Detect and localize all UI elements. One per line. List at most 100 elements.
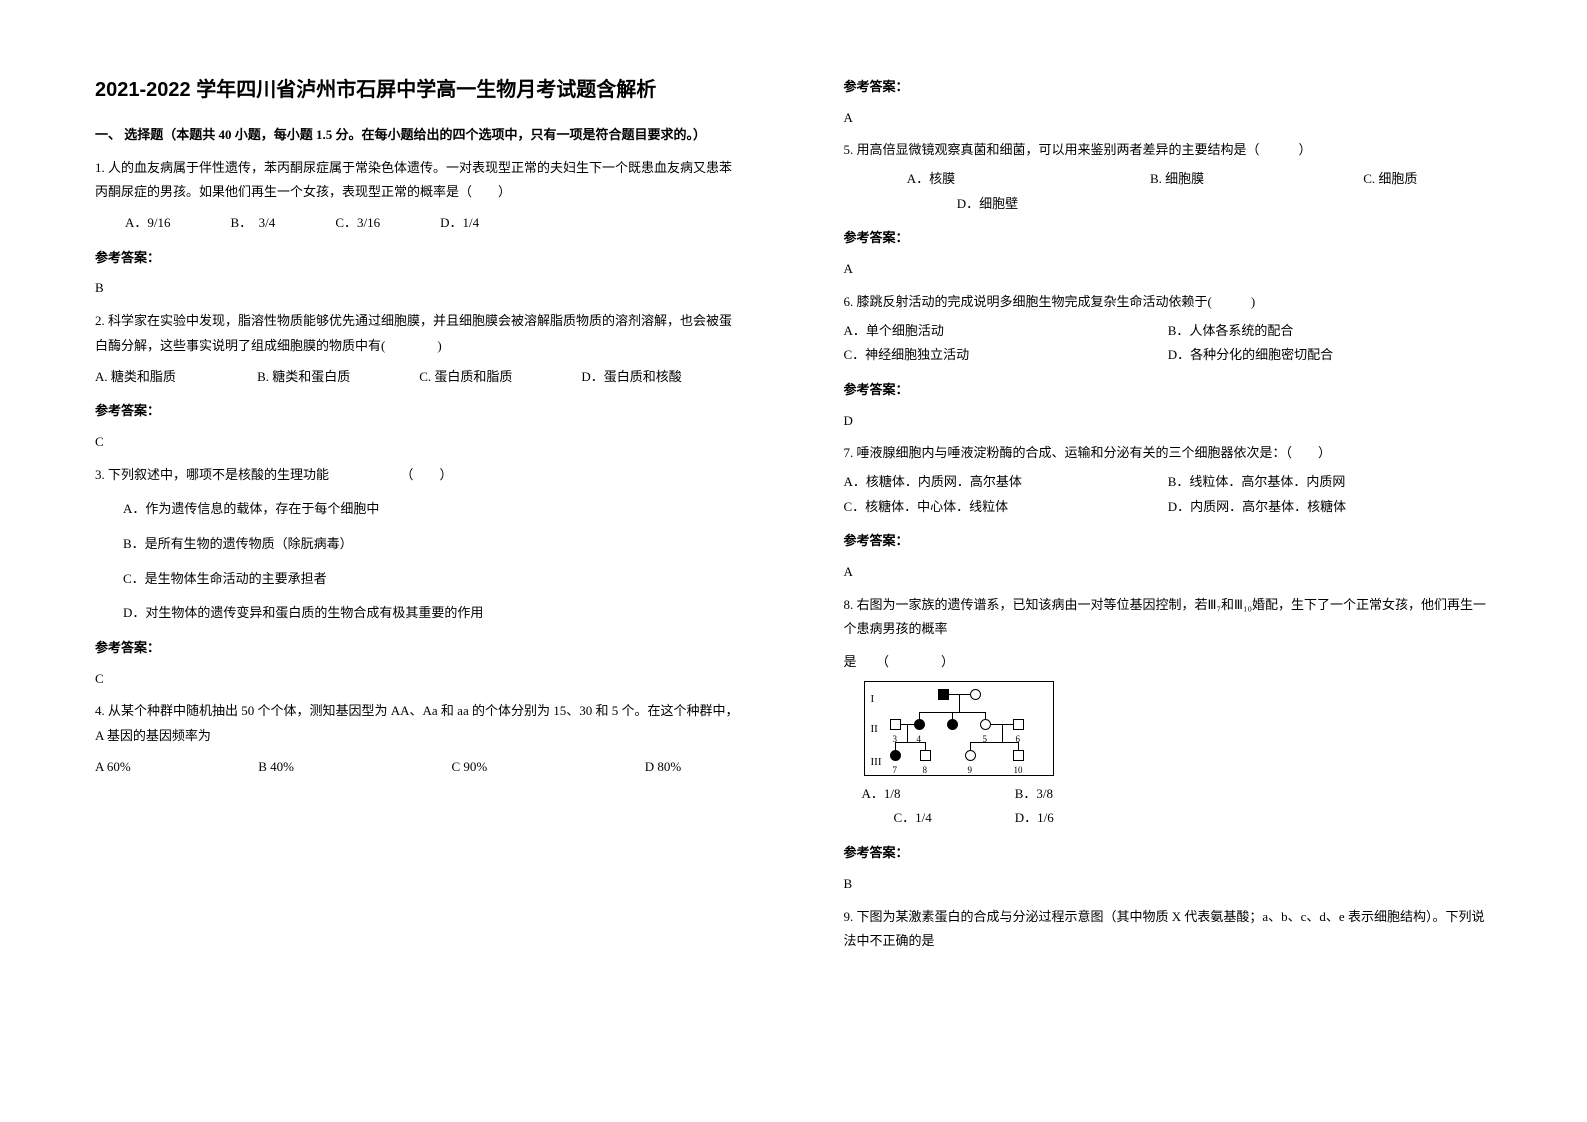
num-8: 8 xyxy=(923,762,928,779)
answer-label-6: 参考答案： xyxy=(844,378,1493,403)
q7-row1: A．核糖体．内质网．高尔基体 B．线粒体．高尔基体．内质网 xyxy=(844,470,1493,495)
line-i-down xyxy=(959,694,960,712)
q7-opt-a: A．核糖体．内质网．高尔基体 xyxy=(844,470,1168,495)
node-ii7 xyxy=(1013,719,1024,730)
node-i2 xyxy=(970,689,981,700)
line-iii-v3 xyxy=(970,742,971,750)
q3-opt-c: C．是生物体生命活动的主要承担者 xyxy=(123,567,744,592)
q4-opt-b: B 40% xyxy=(258,755,448,780)
right-column: 参考答案： A 5. 用高倍显微镜观察真菌和细菌，可以用来鉴别两者差异的主要结构… xyxy=(794,0,1587,1122)
q2-opt-b: B. 糖类和蛋白质 xyxy=(257,365,419,390)
node-ii6 xyxy=(980,719,991,730)
q2-opt-a: A. 糖类和脂质 xyxy=(95,365,257,390)
q4-options: A 60% B 40% C 90% D 80% xyxy=(95,755,744,780)
q8-stem-2: 是 （ ） xyxy=(844,650,1493,675)
q6-opt-d: D．各种分化的细胞密切配合 xyxy=(1168,343,1492,368)
q7-opt-d: D．内质网．高尔基体．核糖体 xyxy=(1168,495,1492,520)
answer-1: B xyxy=(95,276,744,301)
q1-options: A．9/16 B． 3/4 C．3/16 D．1/4 xyxy=(95,211,744,236)
answer-7: A xyxy=(844,560,1493,585)
node-iii10 xyxy=(1013,750,1024,761)
answer-8: B xyxy=(844,872,1493,897)
node-ii5 xyxy=(947,719,958,730)
q8-opt-b: B．3/8 xyxy=(1015,786,1053,801)
q8-options: A．1/8 B．3/8 C．1/4 D．1/6 xyxy=(844,782,1493,831)
node-iii9 xyxy=(965,750,976,761)
section-1-heading: 一、 选择题（本题共 40 小题，每小题 1.5 分。在每小题给出的四个选项中，… xyxy=(95,123,744,148)
q2-stem: 2. 科学家在实验中发现，脂溶性物质能够优先通过细胞膜，并且细胞膜会被溶解脂质物… xyxy=(95,309,744,358)
num-7: 7 xyxy=(893,762,898,779)
q7-opt-c: C．核糖体．中心体．线粒体 xyxy=(844,495,1168,520)
line-ii-d1 xyxy=(907,724,908,742)
gen-1-label: I xyxy=(871,689,875,710)
node-iii7 xyxy=(890,750,901,761)
q6-opt-b: B．人体各系统的配合 xyxy=(1168,319,1492,344)
pedigree-diagram: I II III xyxy=(864,681,1493,776)
num-4: 4 xyxy=(917,731,922,748)
left-column: 2021-2022 学年四川省泸州市石屏中学高一生物月考试题含解析 一、 选择题… xyxy=(0,0,794,1122)
gen-2-label: II xyxy=(871,719,878,740)
num-6: 6 xyxy=(1016,731,1021,748)
answer-label-3: 参考答案： xyxy=(95,636,744,661)
answer-label-5: 参考答案： xyxy=(844,226,1493,251)
answer-label-4: 参考答案： xyxy=(844,75,1493,100)
q8-stem-1: 8. 右图为一家族的遗传谱系，已知该病由一对等位基因控制，若Ⅲ₇和Ⅲ₁₀婚配，生… xyxy=(844,593,1493,642)
q4-opt-c: C 90% xyxy=(452,755,642,780)
q5-opt-b: B. 细胞膜 xyxy=(1150,167,1360,192)
q2-options: A. 糖类和脂质 B. 糖类和蛋白质 C. 蛋白质和脂质 D．蛋白质和核酸 xyxy=(95,365,744,390)
q6-row1: A．单个细胞活动 B．人体各系统的配合 xyxy=(844,319,1493,344)
q6-opt-a: A．单个细胞活动 xyxy=(844,319,1168,344)
num-5: 5 xyxy=(983,731,988,748)
exam-title: 2021-2022 学年四川省泸州市石屏中学高一生物月考试题含解析 xyxy=(95,75,744,105)
num-3: 3 xyxy=(893,731,898,748)
q5-opt-c: C. 细胞质 xyxy=(1363,171,1417,186)
answer-label-1: 参考答案： xyxy=(95,246,744,271)
node-iii8 xyxy=(920,750,931,761)
q5-stem: 5. 用高倍显微镜观察真菌和细菌，可以用来鉴别两者差异的主要结构是（ ） xyxy=(844,138,1493,163)
q2-opt-d: D．蛋白质和核酸 xyxy=(581,365,743,390)
q1-opt-b: B． 3/4 xyxy=(231,211,276,236)
q3-opt-b: B．是所有生物的遗传物质（除朊病毒） xyxy=(123,532,744,557)
q2-opt-c: C. 蛋白质和脂质 xyxy=(419,365,581,390)
answer-5: A xyxy=(844,257,1493,282)
line-ii-v3 xyxy=(985,712,986,719)
line-iii-v2 xyxy=(925,742,926,750)
line-ii-d2 xyxy=(1002,724,1003,742)
q1-opt-c: C．3/16 xyxy=(335,211,380,236)
q6-stem: 6. 膝跳反射活动的完成说明多细胞生物完成复杂生命活动依赖于( ) xyxy=(844,290,1493,315)
q1-stem: 1. 人的血友病属于伴性遗传，苯丙酮尿症属于常染色体遗传。一对表现型正常的夫妇生… xyxy=(95,156,744,205)
q7-stem: 7. 唾液腺细胞内与唾液淀粉酶的合成、运输和分泌有关的三个细胞器依次是：（ ） xyxy=(844,441,1493,466)
q3-stem: 3. 下列叙述中，哪项不是核酸的生理功能 （ ） xyxy=(95,463,744,488)
q5-opt-d: D．细胞壁 xyxy=(957,196,1018,211)
q9-stem: 9. 下图为某激素蛋白的合成与分泌过程示意图（其中物质 X 代表氨基酸；a、b、… xyxy=(844,905,1493,954)
q7-row2: C．核糖体．中心体．线粒体 D．内质网．高尔基体．核糖体 xyxy=(844,495,1493,520)
q5-opt-a: A．核膜 xyxy=(907,167,1147,192)
q8-opt-a: A．1/8 xyxy=(862,782,1012,807)
node-ii4 xyxy=(914,719,925,730)
q1-opt-a: A．9/16 xyxy=(125,211,171,236)
answer-label-2: 参考答案： xyxy=(95,399,744,424)
line-ii-v2 xyxy=(952,712,953,719)
q6-row2: C．神经细胞独立活动 D．各种分化的细胞密切配合 xyxy=(844,343,1493,368)
q4-opt-d: D 80% xyxy=(645,755,681,780)
q4-opt-a: A 60% xyxy=(95,755,255,780)
answer-4: A xyxy=(844,106,1493,131)
q1-opt-d: D．1/4 xyxy=(440,211,479,236)
q5-options: A．核膜 B. 细胞膜 C. 细胞质 D．细胞壁 xyxy=(844,167,1493,216)
q7-opt-b: B．线粒体．高尔基体．内质网 xyxy=(1168,470,1492,495)
node-ii3 xyxy=(890,719,901,730)
gen-3-label: III xyxy=(871,752,882,773)
line-iii-h2 xyxy=(970,742,1018,743)
q6-opt-c: C．神经细胞独立活动 xyxy=(844,343,1168,368)
q4-stem: 4. 从某个种群中随机抽出 50 个个体，测知基因型为 AA、Aa 和 aa 的… xyxy=(95,699,744,748)
num-9: 9 xyxy=(968,762,973,779)
answer-6: D xyxy=(844,409,1493,434)
node-i1 xyxy=(938,689,949,700)
answer-2: C xyxy=(95,430,744,455)
q3-opt-a: A．作为遗传信息的载体，存在于每个细胞中 xyxy=(123,497,744,522)
q8-opt-c: C．1/4 xyxy=(894,806,1012,831)
answer-label-8: 参考答案： xyxy=(844,841,1493,866)
line-ii-v1 xyxy=(919,712,920,719)
num-10: 10 xyxy=(1014,762,1023,779)
answer-label-7: 参考答案： xyxy=(844,529,1493,554)
